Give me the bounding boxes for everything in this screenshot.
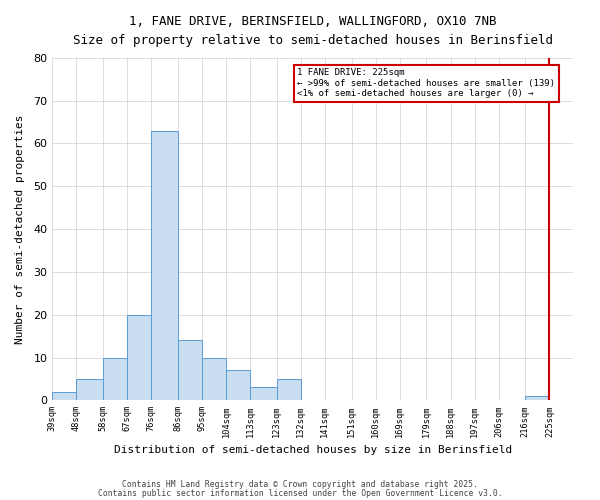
Bar	[526, 396, 550, 400]
Y-axis label: Number of semi-detached properties: Number of semi-detached properties	[15, 114, 25, 344]
Bar	[202, 358, 226, 401]
Bar	[250, 388, 277, 400]
Bar	[178, 340, 202, 400]
Bar	[151, 130, 178, 400]
Bar	[76, 379, 103, 400]
Text: Contains public sector information licensed under the Open Government Licence v3: Contains public sector information licen…	[98, 490, 502, 498]
Bar	[277, 379, 301, 400]
Text: 1 FANE DRIVE: 225sqm
← >99% of semi-detached houses are smaller (139)
<1% of sem: 1 FANE DRIVE: 225sqm ← >99% of semi-deta…	[297, 68, 555, 98]
Bar	[226, 370, 250, 400]
Bar	[52, 392, 76, 400]
Title: 1, FANE DRIVE, BERINSFIELD, WALLINGFORD, OX10 7NB
Size of property relative to s: 1, FANE DRIVE, BERINSFIELD, WALLINGFORD,…	[73, 15, 553, 47]
Text: Contains HM Land Registry data © Crown copyright and database right 2025.: Contains HM Land Registry data © Crown c…	[122, 480, 478, 489]
Bar	[127, 314, 151, 400]
Bar	[103, 358, 127, 401]
X-axis label: Distribution of semi-detached houses by size in Berinsfield: Distribution of semi-detached houses by …	[114, 445, 512, 455]
